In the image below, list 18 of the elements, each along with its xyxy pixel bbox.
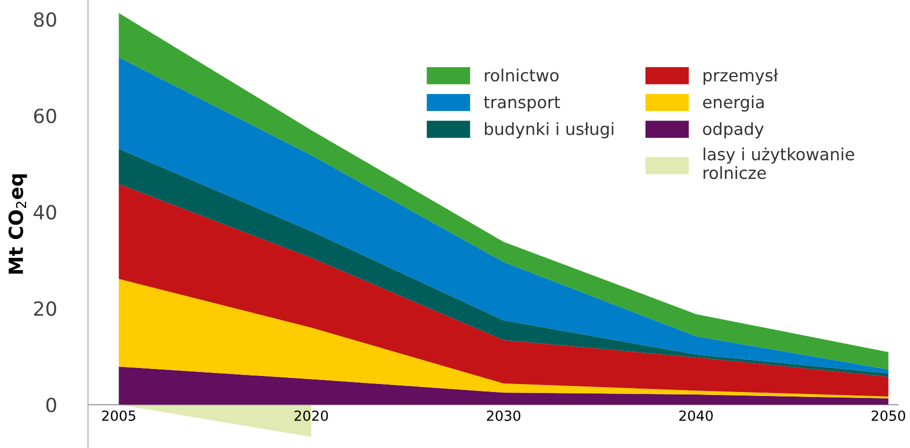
legend-label: lasy i użytkowanie rolnicze [704, 148, 854, 180]
legend-label: transport [484, 96, 560, 112]
legend-label: rolnictwo [484, 68, 559, 82]
y-axis-title: Mt CO$_{2}$eq [8, 174, 27, 274]
y-tick-label: 40 [34, 204, 56, 220]
x-tick-label: 2030 [486, 410, 520, 421]
legend-label: budynki i usługi [484, 122, 614, 138]
legend-label: energia [703, 95, 764, 112]
legend-label: przemysł [704, 68, 778, 85]
y-tick-label: 60 [34, 108, 56, 124]
x-tick-label: 2020 [294, 410, 328, 421]
y-tick-label: 80 [34, 12, 56, 27]
x-tick-label: 2005 [102, 410, 136, 421]
y-tick-label: 0 [46, 398, 56, 412]
y-tick-label: 20 [34, 301, 56, 316]
legend-label: odpady [703, 122, 764, 138]
x-tick-label: 2050 [872, 410, 906, 421]
x-tick-label: 2040 [679, 410, 713, 421]
